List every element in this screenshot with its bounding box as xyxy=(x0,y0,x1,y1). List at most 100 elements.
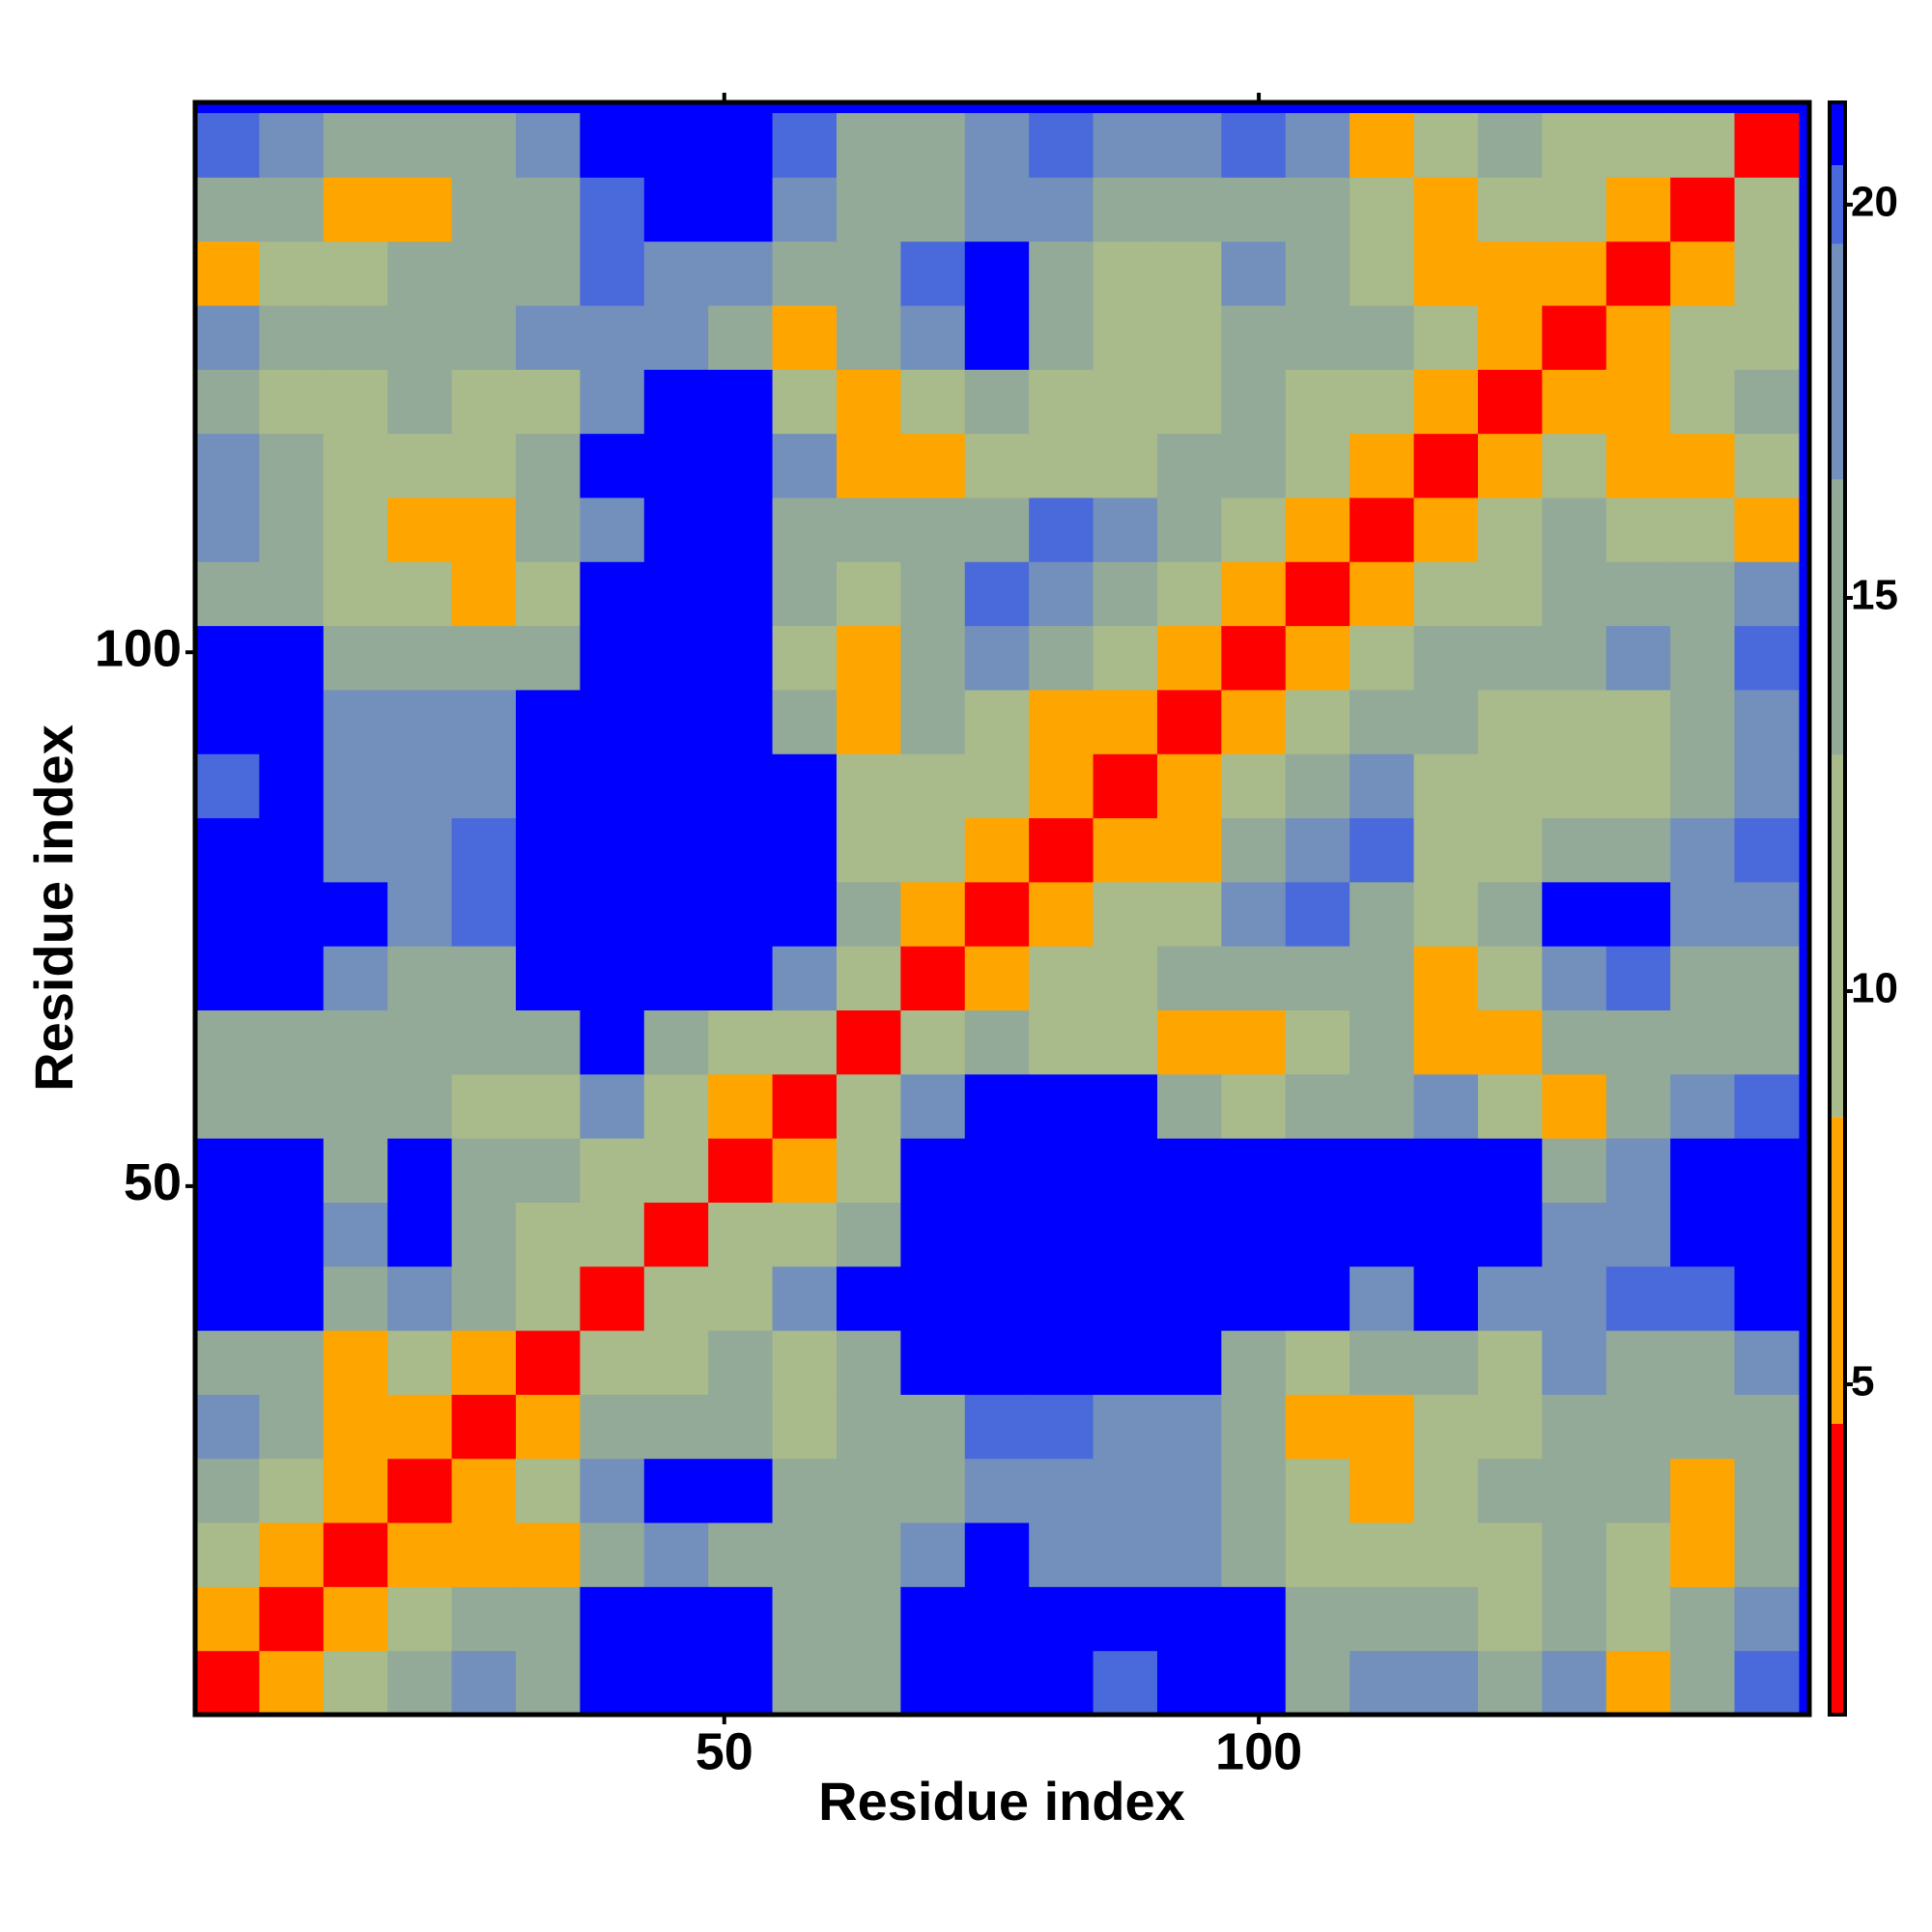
heatmap-cell xyxy=(1477,946,1543,1011)
heatmap-cell xyxy=(900,305,966,370)
heatmap-cell xyxy=(708,1522,774,1587)
heatmap-cell xyxy=(1605,1009,1671,1075)
heatmap-cell xyxy=(1605,817,1671,883)
heatmap-cell xyxy=(1734,1458,1800,1523)
heatmap-cell xyxy=(1156,369,1222,435)
heatmap-cell xyxy=(1734,1394,1800,1460)
heatmap-cell xyxy=(387,1458,453,1523)
heatmap-cell xyxy=(515,625,581,691)
heatmap-cell xyxy=(451,753,517,819)
heatmap-cell xyxy=(1413,1586,1479,1652)
heatmap-cell xyxy=(515,241,581,306)
heatmap-cell xyxy=(195,497,260,562)
heatmap-cell xyxy=(195,433,260,498)
colorbar-band xyxy=(1830,479,1845,755)
heatmap-cell xyxy=(1350,113,1415,178)
heatmap-cell xyxy=(451,1073,517,1139)
heatmap-cell xyxy=(195,1073,260,1139)
heatmap-cell xyxy=(772,433,838,498)
heatmap-cell xyxy=(1734,1202,1800,1267)
heatmap-cell xyxy=(1285,561,1350,627)
heatmap-cell xyxy=(708,1138,774,1203)
heatmap-cell xyxy=(900,1265,966,1331)
heatmap-cell xyxy=(580,305,645,370)
heatmap-cell xyxy=(836,1202,901,1267)
heatmap-cell xyxy=(1734,817,1800,883)
heatmap-cell xyxy=(1285,1650,1350,1716)
heatmap-cell xyxy=(1477,305,1543,370)
heatmap-cell xyxy=(580,1586,645,1652)
heatmap-cell xyxy=(1477,561,1543,627)
heatmap-cell xyxy=(1029,497,1094,562)
heatmap-cell xyxy=(1477,177,1543,242)
heatmap-cell xyxy=(708,433,774,498)
heatmap-cell xyxy=(195,625,260,691)
heatmap-cell xyxy=(900,946,966,1011)
heatmap-cell xyxy=(1542,625,1607,691)
heatmap-cell xyxy=(1029,1138,1094,1203)
heatmap-cell xyxy=(1093,946,1158,1011)
heatmap-cell xyxy=(515,946,581,1011)
heatmap-cell xyxy=(451,561,517,627)
heatmap-cell xyxy=(1542,561,1607,627)
heatmap-cell xyxy=(1670,625,1736,691)
heatmap-cell xyxy=(387,881,453,947)
heatmap-cell xyxy=(515,561,581,627)
heatmap-cell xyxy=(1029,241,1094,306)
heatmap-cell xyxy=(1734,497,1800,562)
heatmap-cell xyxy=(1413,1202,1479,1267)
heatmap-cell xyxy=(323,753,388,819)
colorbar-frame xyxy=(1828,100,1847,1717)
heatmap-cell xyxy=(451,1394,517,1460)
heatmap-cell xyxy=(772,1522,838,1587)
heatmap-cell xyxy=(1605,1650,1671,1716)
heatmap-cell xyxy=(1734,113,1800,178)
heatmap-cell xyxy=(580,497,645,562)
heatmap-cell xyxy=(1542,817,1607,883)
heatmap-cell xyxy=(195,1650,260,1716)
heatmap-cell xyxy=(1605,1586,1671,1652)
heatmap-cell xyxy=(1413,817,1479,883)
heatmap-cell xyxy=(195,881,260,947)
heatmap-cell xyxy=(1542,369,1607,435)
heatmap-cell xyxy=(1605,1073,1671,1139)
heatmap-cell xyxy=(451,946,517,1011)
heatmap-cell xyxy=(515,497,581,562)
heatmap-cell xyxy=(772,1073,838,1139)
heatmap-cell xyxy=(643,1265,709,1331)
heatmap-cell xyxy=(964,881,1030,947)
heatmap-cell xyxy=(772,689,838,754)
colorbar-band xyxy=(1830,243,1845,480)
heatmap-cell xyxy=(387,946,453,1011)
heatmap-cell xyxy=(451,817,517,883)
heatmap-cell xyxy=(1670,1394,1736,1460)
heatmap-cell xyxy=(643,689,709,754)
heatmap-cell xyxy=(1542,1138,1607,1203)
heatmap-cell xyxy=(1029,1522,1094,1587)
heatmap-cell xyxy=(1156,946,1222,1011)
heatmap-cell xyxy=(1734,1138,1800,1203)
heatmap-cell xyxy=(1350,369,1415,435)
heatmap-cell xyxy=(1542,497,1607,562)
heatmap-cell xyxy=(643,753,709,819)
heatmap-cell xyxy=(1605,689,1671,754)
heatmap-cell xyxy=(387,625,453,691)
heatmap-cell xyxy=(772,753,838,819)
heatmap-cell xyxy=(1093,1458,1158,1523)
heatmap-cell xyxy=(708,881,774,947)
heatmap-cell xyxy=(1285,1394,1350,1460)
heatmap-cell xyxy=(1413,177,1479,242)
heatmap-cell xyxy=(1542,241,1607,306)
heatmap-cell xyxy=(1221,561,1287,627)
heatmap-cell xyxy=(1156,1330,1222,1395)
heatmap-cell xyxy=(708,241,774,306)
heatmap-cell xyxy=(580,1073,645,1139)
heatmap-cell xyxy=(708,1009,774,1075)
heatmap-cell xyxy=(1350,689,1415,754)
heatmap-cell xyxy=(1156,305,1222,370)
heatmap-cell xyxy=(1221,1009,1287,1075)
heatmap-cell xyxy=(900,497,966,562)
heatmap-cell xyxy=(1350,881,1415,947)
heatmap-cell xyxy=(643,1586,709,1652)
heatmap-cell xyxy=(836,1265,901,1331)
